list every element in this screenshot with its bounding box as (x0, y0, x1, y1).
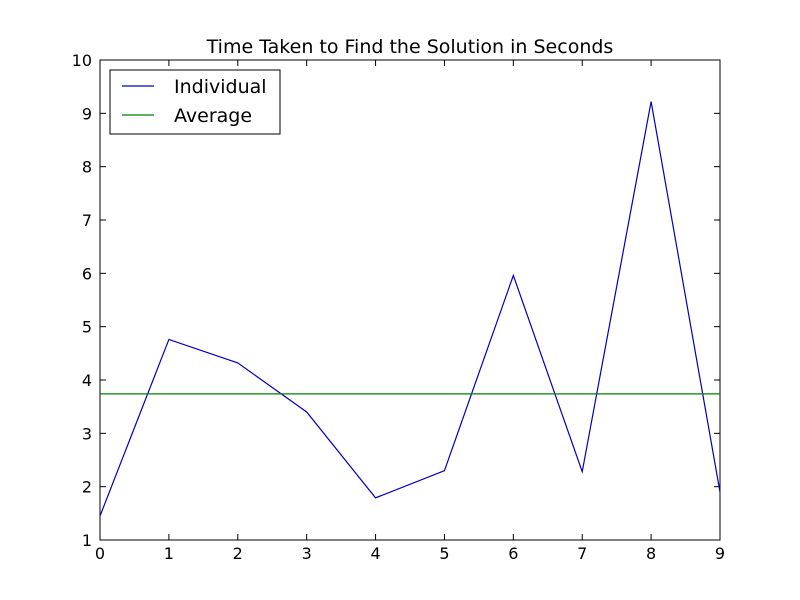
y-tick-label: 9 (82, 104, 92, 123)
x-tick-label: 4 (370, 544, 380, 563)
x-tick-label: 2 (233, 544, 243, 563)
series-line-individual (99, 101, 721, 517)
legend-label-individual: Individual (174, 76, 267, 98)
legend-label-average: Average (174, 105, 252, 127)
legend: Individual Average (109, 69, 281, 135)
y-tick-label: 3 (82, 424, 92, 443)
chart-title: Time Taken to Find the Solution in Secon… (206, 36, 614, 58)
plot-frame (99, 59, 721, 541)
x-tick-label: 8 (646, 544, 656, 563)
y-tick-label: 8 (82, 158, 92, 177)
y-tick-label: 1 (82, 531, 92, 550)
x-tick-label: 0 (95, 544, 105, 563)
x-tick-label: 7 (577, 544, 587, 563)
legend-box (109, 69, 281, 135)
x-tick-label: 9 (715, 544, 725, 563)
y-tick-label: 5 (82, 318, 92, 337)
y-tick-label: 10 (72, 51, 92, 70)
x-tick-label: 1 (164, 544, 174, 563)
y-tick-label: 4 (82, 371, 92, 390)
x-tick-label: 3 (302, 544, 312, 563)
y-tick-label: 6 (82, 264, 92, 283)
y-tick-label: 2 (82, 478, 92, 497)
x-tick-label: 6 (508, 544, 518, 563)
series-layer (99, 101, 721, 517)
x-tick-label: 5 (439, 544, 449, 563)
y-tick-label: 7 (82, 211, 92, 230)
